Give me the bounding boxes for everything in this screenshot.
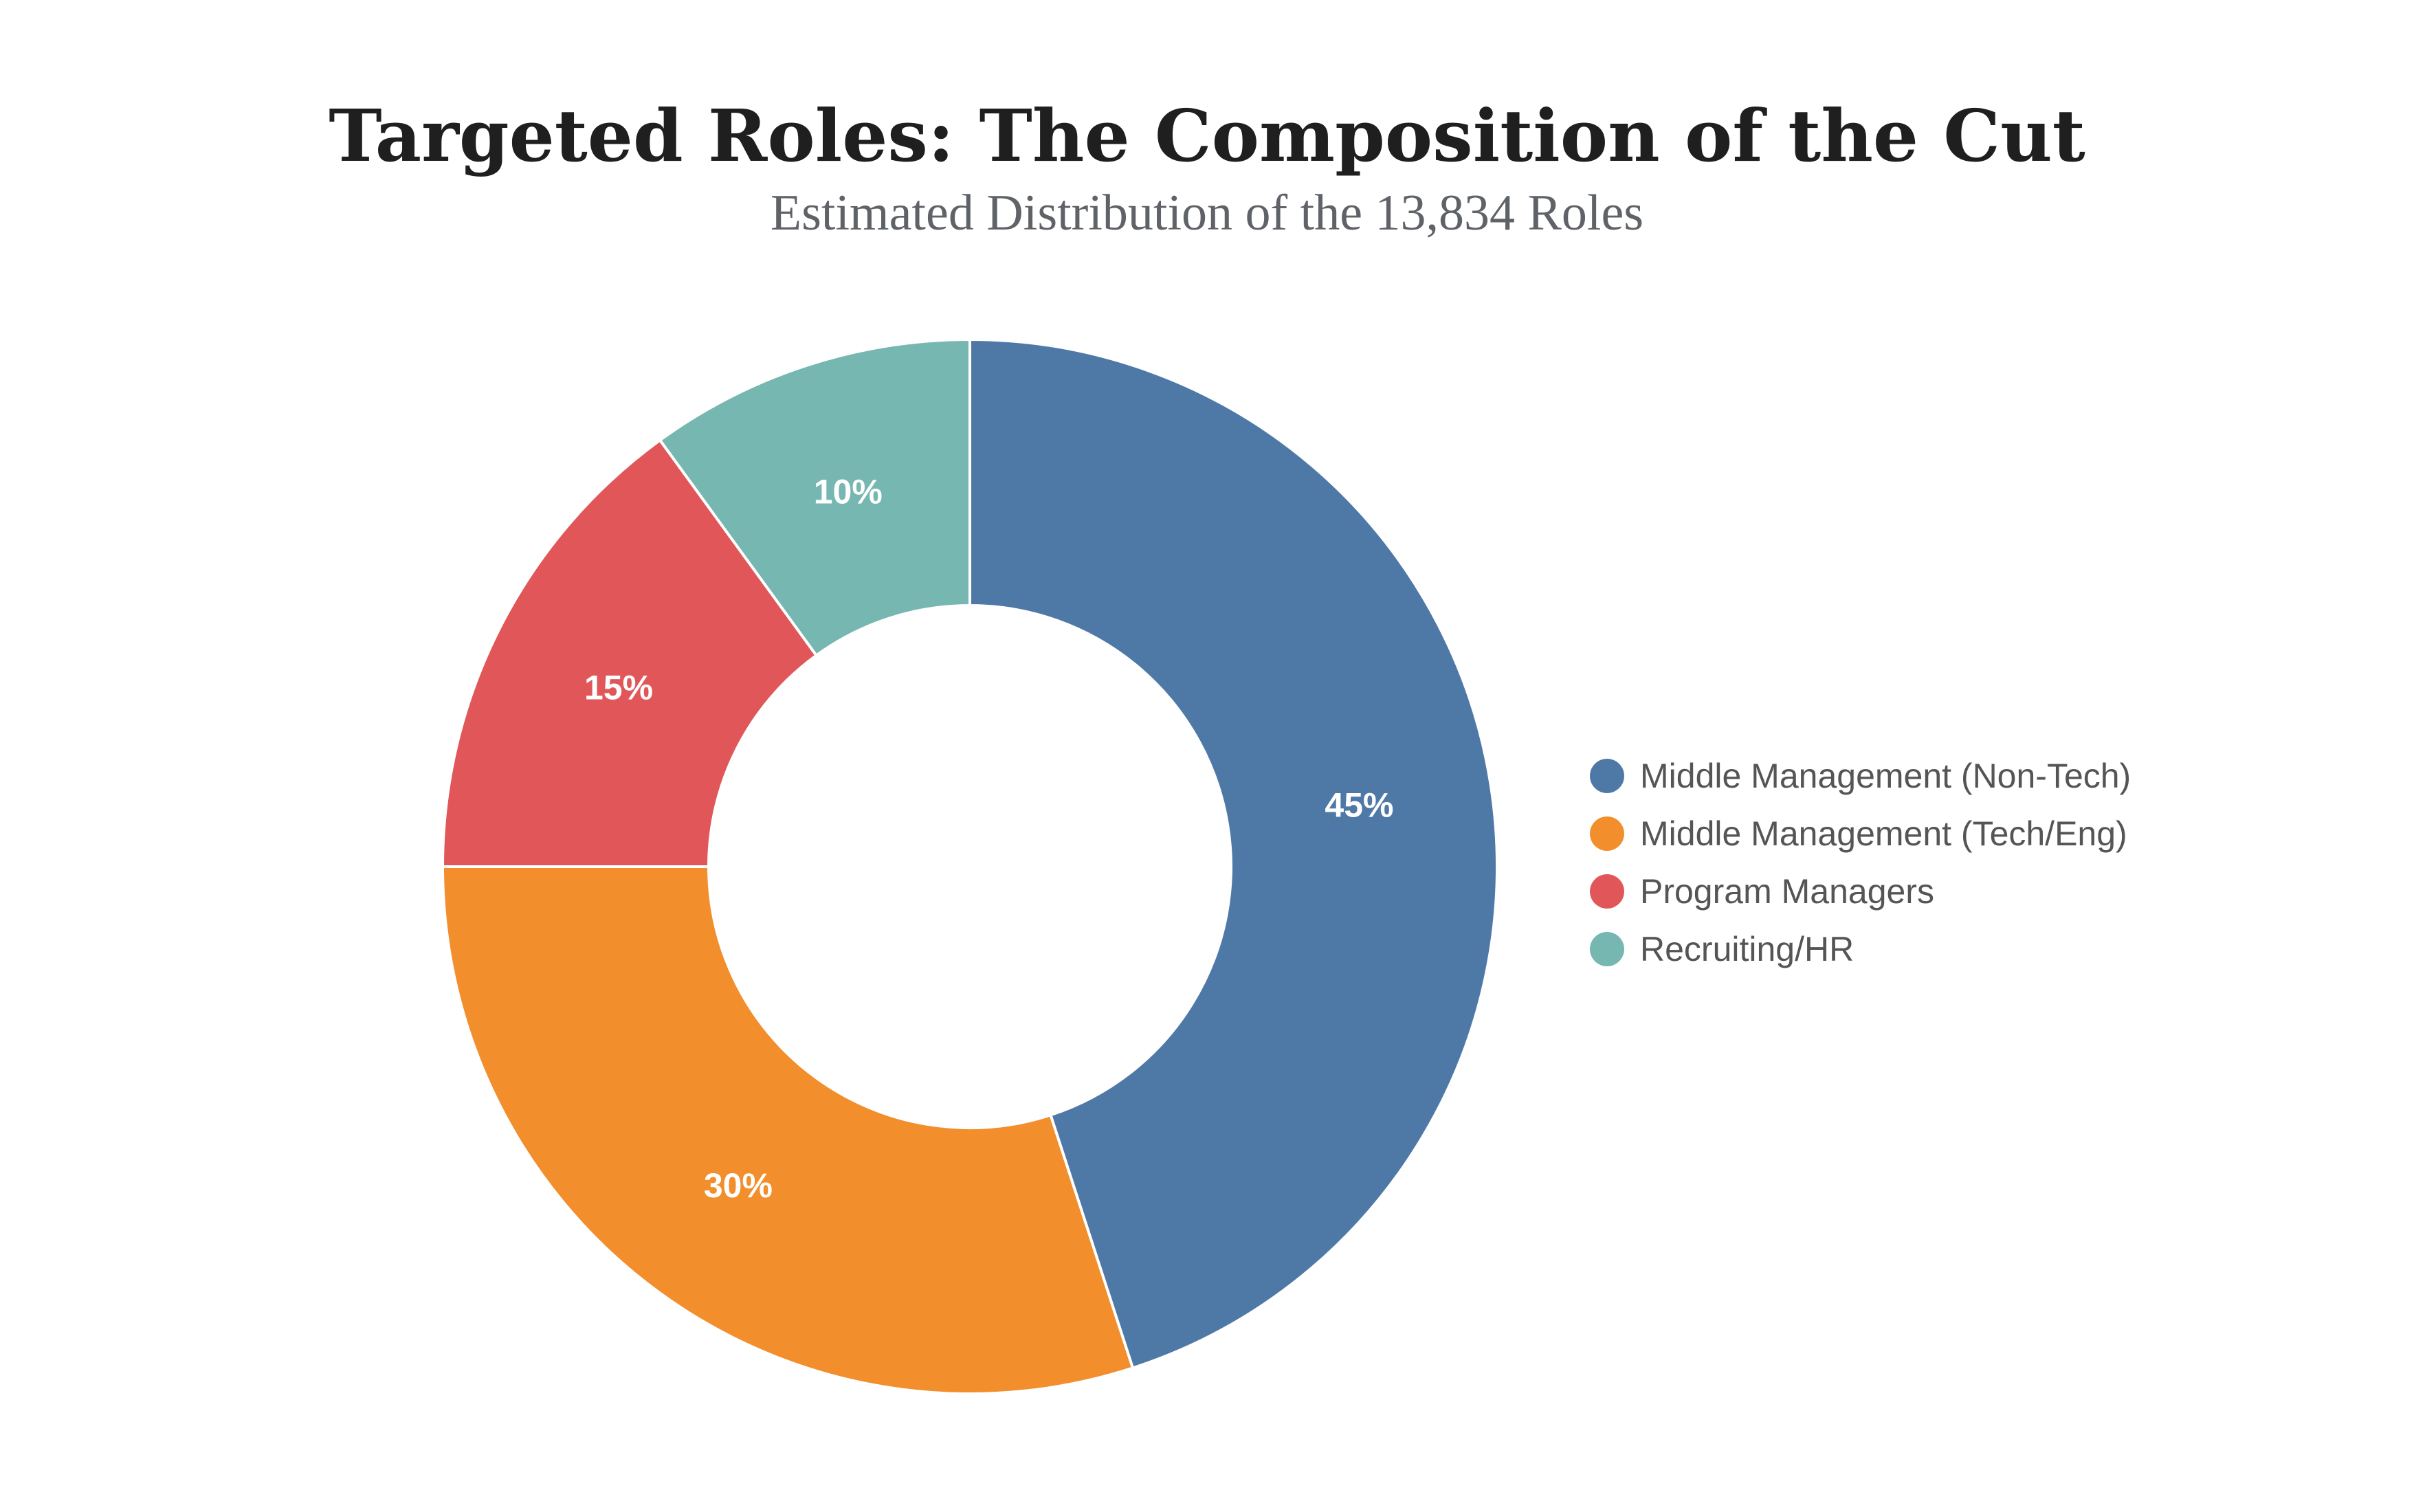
legend-swatch — [1590, 932, 1624, 966]
slice-label-program-managers: 15% — [584, 669, 653, 707]
legend-label: Program Managers — [1640, 872, 1934, 911]
legend-label: Middle Management (Tech/Eng) — [1640, 814, 2127, 853]
legend-item-program-managers[interactable]: Program Managers — [1590, 872, 1934, 911]
legend-label: Middle Management (Non-Tech) — [1640, 757, 2131, 795]
chart-title: Targeted Roles: The Composition of the C… — [329, 93, 2085, 178]
donut-slice-program-managers[interactable] — [441, 438, 819, 868]
legend-item-recruiting-hr[interactable]: Recruiting/HR — [1590, 930, 1854, 968]
legend-item-middle-management-non-tech[interactable]: Middle Management (Non-Tech) — [1590, 757, 2131, 795]
legend-item-middle-management-tech-eng[interactable]: Middle Management (Tech/Eng) — [1590, 814, 2127, 853]
donut-slices — [441, 337, 1498, 1395]
chart-subtitle: Estimated Distribution of the 13,834 Rol… — [771, 185, 1643, 241]
donut-slice-recruiting-hr[interactable] — [658, 337, 971, 658]
legend-swatch — [1590, 816, 1624, 851]
legend-swatch — [1590, 874, 1624, 909]
legend-label: Recruiting/HR — [1640, 930, 1854, 968]
legend-swatch — [1590, 759, 1624, 793]
legend: Middle Management (Non-Tech) Middle Manag… — [1590, 757, 2131, 968]
donut-slice-middle-management-tech-eng[interactable] — [441, 865, 1135, 1395]
slice-label-middle-management-tech-eng: 30% — [704, 1166, 773, 1205]
slice-labels: 45% 30% 15% 10% — [584, 473, 1394, 1205]
donut-slice-middle-management-non-tech[interactable] — [968, 337, 1498, 1370]
slice-label-recruiting-hr: 10% — [814, 473, 883, 511]
slice-label-middle-management-non-tech: 45% — [1325, 786, 1393, 824]
